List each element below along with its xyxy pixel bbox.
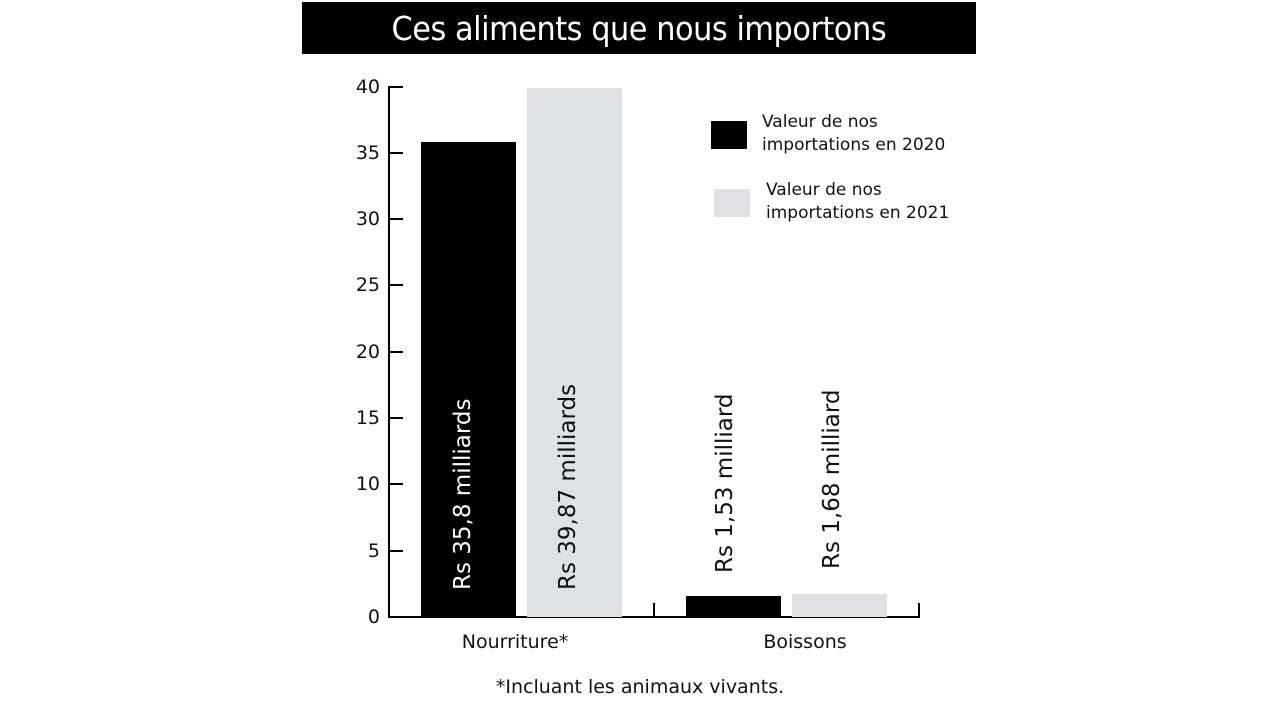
legend-line: Valeur de nos: [766, 180, 882, 200]
y-tick: [390, 86, 403, 88]
chart-title: Ces aliments que nous importons: [391, 8, 887, 48]
legend-swatch-2021: [714, 189, 750, 217]
y-tick: [390, 284, 403, 286]
x-tick: [653, 603, 655, 617]
legend-label-2020: Valeur de nos importations en 2020: [762, 111, 972, 157]
y-tick: [390, 351, 403, 353]
x-tick: [918, 603, 920, 617]
category-label-boissons: Boissons: [763, 631, 847, 653]
y-tick-label: 40: [355, 76, 380, 98]
y-tick-label: 10: [355, 473, 380, 495]
x-axis: [388, 616, 920, 618]
y-tick-label: 25: [355, 274, 380, 296]
legend-label-2021: Valeur de nos importations en 2021: [766, 179, 976, 225]
legend-line: Valeur de nos: [762, 112, 878, 132]
bar-nourriture-2021: [527, 88, 622, 617]
y-tick-label: 5: [367, 540, 380, 562]
y-tick-label: 15: [355, 407, 380, 429]
y-tick: [390, 152, 403, 154]
y-tick-label: 30: [355, 208, 380, 230]
bar-value-label: Rs 1,68 milliard: [819, 389, 845, 569]
chart-title-bar: Ces aliments que nous importons: [302, 2, 976, 54]
bar-value-label: Rs 35,8 milliards: [450, 398, 476, 591]
y-tick: [390, 616, 403, 618]
y-tick-label: 20: [355, 341, 380, 363]
bar-value-label: Rs 39,87 milliards: [555, 383, 581, 590]
bar-boissons-2021: [792, 594, 887, 617]
y-axis: [388, 86, 390, 618]
y-tick-label: 0: [367, 606, 380, 628]
y-tick: [390, 417, 403, 419]
legend-line: importations en 2020: [762, 135, 946, 155]
y-tick: [390, 483, 403, 485]
y-tick: [390, 218, 403, 220]
category-label-nourriture: Nourriture*: [461, 631, 569, 653]
legend-swatch-2020: [711, 121, 747, 149]
bar-value-label: Rs 1,53 milliard: [712, 393, 738, 573]
bar-boissons-2020: [686, 596, 781, 617]
bar-nourriture-2020: [421, 142, 516, 617]
footnote: *Incluant les animaux vivants.: [495, 676, 785, 698]
legend-line: importations en 2021: [766, 203, 950, 223]
y-tick: [390, 550, 403, 552]
y-tick-label: 35: [355, 142, 380, 164]
